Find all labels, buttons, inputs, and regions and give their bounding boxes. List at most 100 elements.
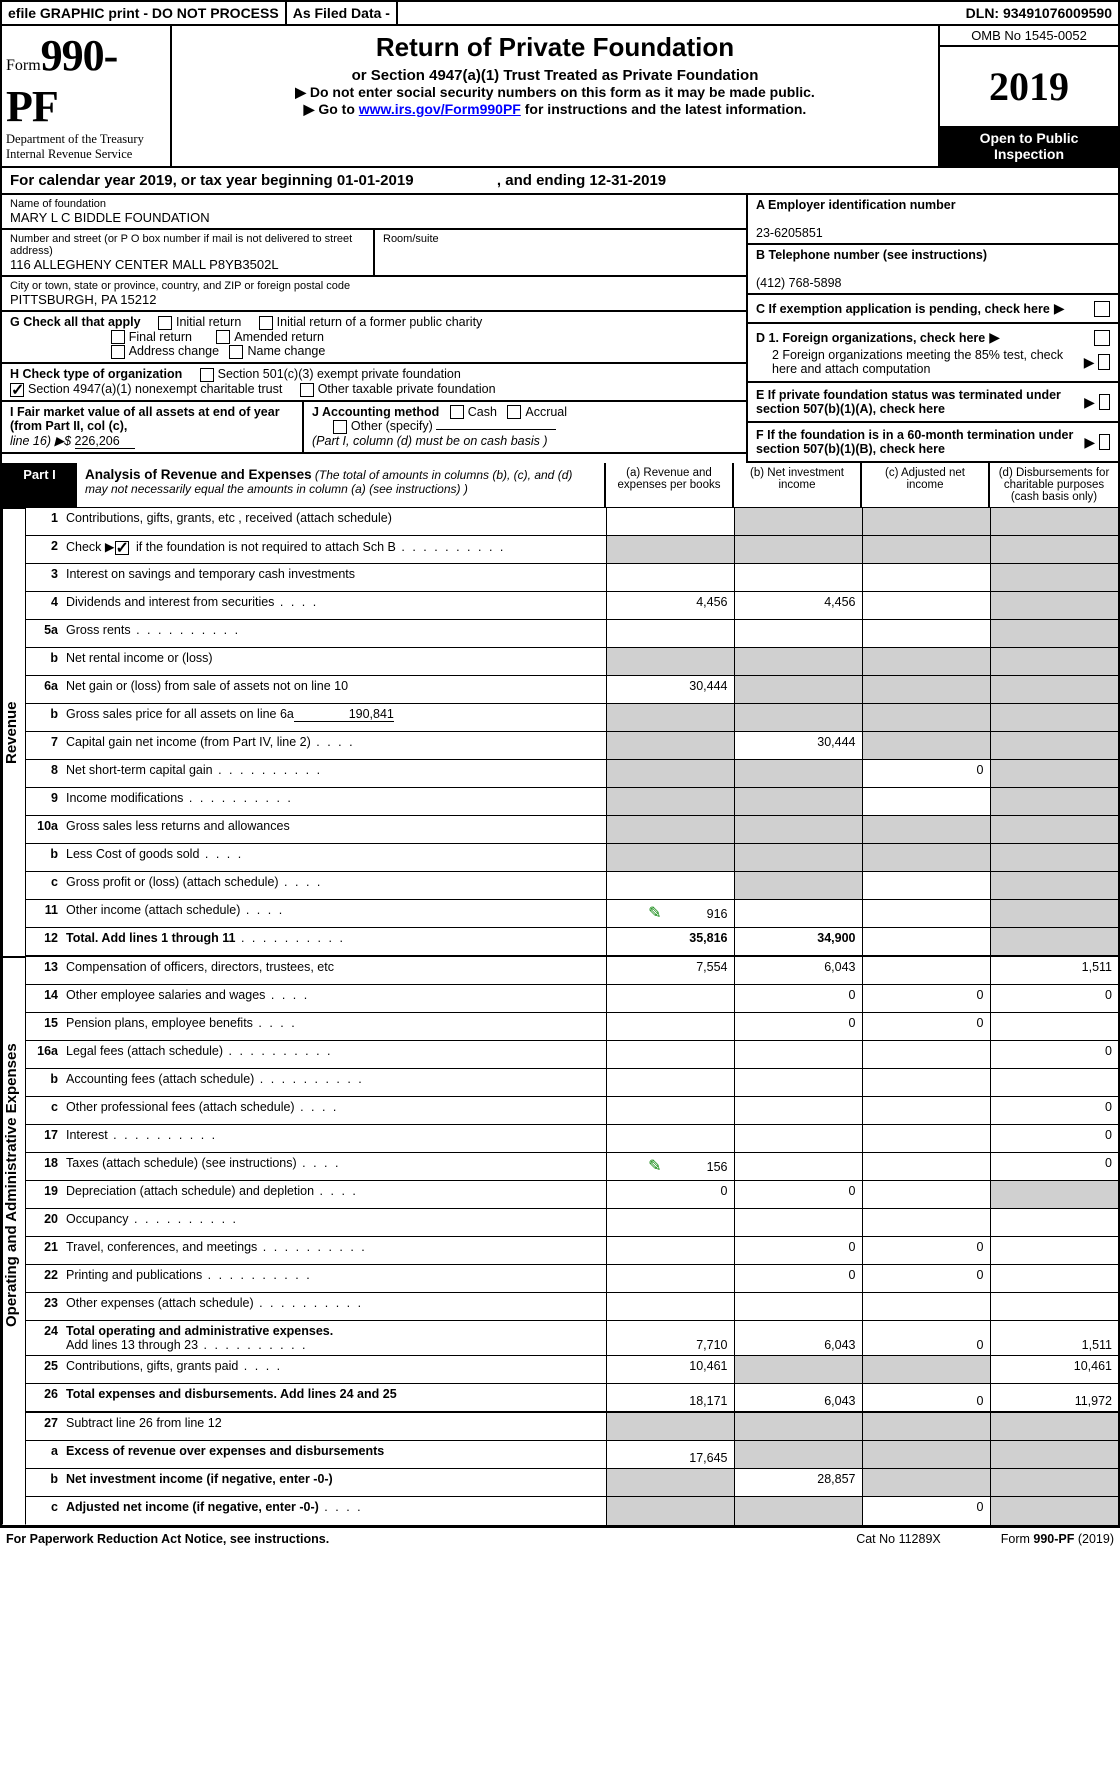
r15-text: Pension plans, employee benefits <box>66 1016 253 1030</box>
r15-c: 0 <box>862 1013 990 1041</box>
r4-desc: Dividends and interest from securities <box>60 592 606 620</box>
cal-mid: , and ending <box>497 172 590 189</box>
h-4947: Section 4947(a)(1) nonexempt charitable … <box>28 382 282 396</box>
revenue-table: 1Contributions, gifts, grants, etc , rec… <box>26 507 1118 956</box>
line-13: 13Compensation of officers, directors, t… <box>26 957 1118 985</box>
attach-icon[interactable]: ✎ <box>648 905 661 922</box>
r8-c: 0 <box>862 760 990 788</box>
r4-a: 4,456 <box>606 592 734 620</box>
chk-cash[interactable] <box>450 405 464 419</box>
cal-start: 01-01-2019 <box>337 172 414 189</box>
r7-b: 30,444 <box>734 732 862 760</box>
line-27b: bNet investment income (if negative, ent… <box>26 1469 1118 1497</box>
r24-a: 7,710 <box>606 1321 734 1356</box>
chk-other-method[interactable] <box>333 420 347 434</box>
r3-desc: Interest on savings and temporary cash i… <box>60 564 606 592</box>
r10c-desc: Gross profit or (loss) (attach schedule) <box>60 872 606 900</box>
ein-block: A Employer identification number 23-6205… <box>748 195 1118 245</box>
d2-label: 2 Foreign organizations meeting the 85% … <box>756 348 1080 376</box>
chk-name-change[interactable] <box>229 345 243 359</box>
j-other: Other (specify) <box>351 419 433 433</box>
ein-value: 23-6205851 <box>756 226 823 240</box>
chk-amended[interactable] <box>216 330 230 344</box>
section-g: G Check all that apply Initial return In… <box>2 312 746 364</box>
r8-desc: Net short-term capital gain <box>60 760 606 788</box>
expenses-section: Operating and Administrative Expenses 13… <box>2 956 1118 1412</box>
i-value: 226,206 <box>75 434 135 449</box>
address-row: Number and street (or P O box number if … <box>2 230 746 277</box>
col-a-header: (a) Revenue and expenses per books <box>606 463 734 507</box>
city-value: PITTSBURGH, PA 15212 <box>10 292 738 307</box>
line-16b: bAccounting fees (attach schedule) <box>26 1069 1118 1097</box>
line-23: 23Other expenses (attach schedule) <box>26 1293 1118 1321</box>
r24-d: 1,511 <box>990 1321 1118 1356</box>
section-ij: I Fair market value of all assets at end… <box>2 402 746 454</box>
section-i: I Fair market value of all assets at end… <box>2 402 302 452</box>
chk-final[interactable] <box>111 330 125 344</box>
chk-d1[interactable] <box>1094 330 1110 346</box>
r27-desc: Subtract line 26 from line 12 <box>60 1413 606 1441</box>
attach-icon[interactable]: ✎ <box>648 1158 661 1175</box>
line-16a: 16aLegal fees (attach schedule)0 <box>26 1041 1118 1069</box>
footer-pre: Form <box>1001 1532 1034 1546</box>
r26-c: 0 <box>862 1384 990 1412</box>
r27c-c: 0 <box>862 1497 990 1525</box>
r12-b: 34,900 <box>734 928 862 956</box>
line-5a: 5aGross rents <box>26 620 1118 648</box>
col-d-header: (d) Disbursements for charitable purpose… <box>990 463 1118 507</box>
r25-d: 10,461 <box>990 1356 1118 1384</box>
section-j: J Accounting method Cash Accrual Other (… <box>302 402 746 452</box>
chk-initial-former[interactable] <box>259 316 273 330</box>
form-subtitle: or Section 4947(a)(1) Trust Treated as P… <box>182 67 928 84</box>
r22-c: 0 <box>862 1265 990 1293</box>
footer-notice: For Paperwork Reduction Act Notice, see … <box>6 1532 329 1546</box>
chk-4947[interactable] <box>10 383 24 397</box>
goto-post: for instructions and the latest informat… <box>521 101 806 117</box>
r27b-b: 28,857 <box>734 1469 862 1497</box>
phone-label: B Telephone number (see instructions) <box>756 248 987 262</box>
line-10b: bLess Cost of goods sold <box>26 844 1118 872</box>
r26-d: 11,972 <box>990 1384 1118 1412</box>
r14-c: 0 <box>862 985 990 1013</box>
r4-b: 4,456 <box>734 592 862 620</box>
h-label: H Check type of organization <box>10 367 182 381</box>
chk-other-taxable[interactable] <box>300 383 314 397</box>
line-9: 9Income modifications <box>26 788 1118 816</box>
r11-text: Other income (attach schedule) <box>66 903 240 917</box>
part1-title-cell: Analysis of Revenue and Expenses (The to… <box>77 463 606 507</box>
line-25: 25Contributions, gifts, grants paid10,46… <box>26 1356 1118 1384</box>
irs-link[interactable]: www.irs.gov/Form990PF <box>359 101 521 117</box>
r26-desc: Total expenses and disbursements. Add li… <box>60 1384 606 1412</box>
line27-table: 27Subtract line 26 from line 12 aExcess … <box>26 1412 1118 1525</box>
chk-c[interactable] <box>1094 301 1110 317</box>
r24-text: Total operating and administrative expen… <box>66 1324 333 1338</box>
r10b-desc: Less Cost of goods sold <box>60 844 606 872</box>
chk-d2[interactable] <box>1098 354 1110 370</box>
chk-initial[interactable] <box>158 316 172 330</box>
r26-b: 6,043 <box>734 1384 862 1412</box>
footer-year: (2019) <box>1074 1532 1114 1546</box>
section-e: E If private foundation status was termi… <box>748 383 1118 423</box>
r19-a: 0 <box>606 1181 734 1209</box>
r18-desc: Taxes (attach schedule) (see instruction… <box>60 1153 606 1181</box>
r6b-pre: Gross sales price for all assets on line… <box>66 707 294 721</box>
r17-d: 0 <box>990 1125 1118 1153</box>
line-5b: bNet rental income or (loss) <box>26 648 1118 676</box>
chk-accrual[interactable] <box>507 405 521 419</box>
part1-label: Part I <box>2 463 77 507</box>
chk-e[interactable] <box>1099 394 1110 410</box>
as-filed: As Filed Data - <box>287 2 398 24</box>
r19-text: Depreciation (attach schedule) and deple… <box>66 1184 314 1198</box>
r2-desc: Check ▶ if the foundation is not require… <box>60 536 606 564</box>
dln-value: 93491076009590 <box>1003 5 1112 21</box>
chk-addr-change[interactable] <box>111 345 125 359</box>
chk-schb[interactable] <box>115 541 129 555</box>
header-center: Return of Private Foundation or Section … <box>172 26 938 166</box>
cal-pre: For calendar year 2019, or tax year begi… <box>10 172 337 189</box>
header-right: OMB No 1545-0052 2019 Open to Public Ins… <box>938 26 1118 166</box>
chk-501c3[interactable] <box>200 368 214 382</box>
chk-f[interactable] <box>1099 434 1110 450</box>
g-final: Final return <box>129 330 192 344</box>
col-c-header: (c) Adjusted net income <box>862 463 990 507</box>
g-former: Initial return of a former public charit… <box>277 315 483 329</box>
